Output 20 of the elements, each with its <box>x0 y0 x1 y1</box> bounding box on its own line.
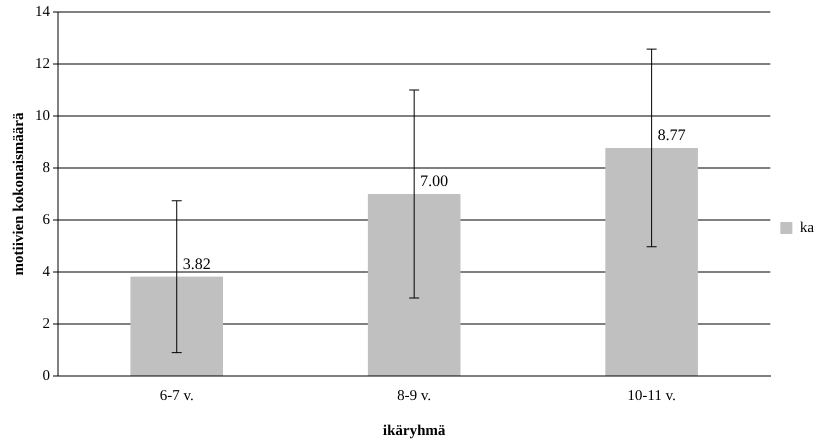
y-tick-label: 8 <box>42 160 50 176</box>
y-tick-label: 2 <box>42 316 50 332</box>
y-tick-label: 12 <box>35 56 50 72</box>
bar <box>130 276 224 376</box>
x-axis-title: ikäryhmä <box>382 422 446 439</box>
bar <box>368 194 460 376</box>
y-tick-label: 14 <box>35 4 50 20</box>
x-tick-label: 8-9 v. <box>397 388 432 404</box>
y-tick-label: 6 <box>42 212 50 228</box>
x-tick-label: 10-11 v. <box>627 388 676 404</box>
x-tick-label: 6-7 v. <box>160 388 194 404</box>
data-label: 8.77 <box>658 127 686 144</box>
legend-label: ka <box>800 220 814 236</box>
y-axis-title: motiivien kokonaismäärä <box>10 112 27 276</box>
y-tick-label: 4 <box>42 264 50 280</box>
data-label: 7.00 <box>420 173 448 190</box>
y-tick-label: 0 <box>42 368 50 384</box>
data-label: 3.82 <box>182 256 211 273</box>
y-tick-label: 10 <box>35 108 50 124</box>
bar <box>605 148 698 376</box>
